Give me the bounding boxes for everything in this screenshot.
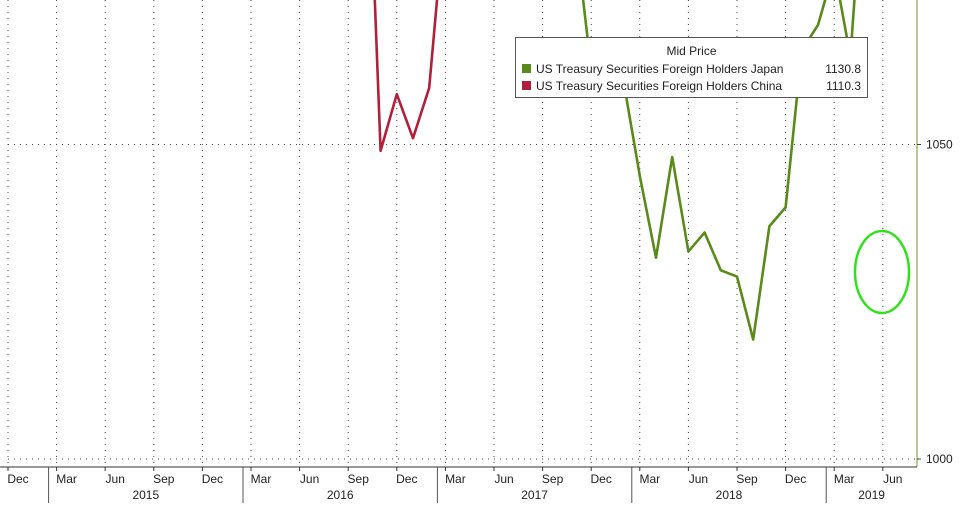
year-label: 2018 bbox=[716, 488, 743, 502]
x-tick-label: Sep bbox=[153, 472, 175, 486]
series-line-japan bbox=[581, 0, 856, 341]
legend-item-china: US Treasury Securities Foreign Holders C… bbox=[522, 78, 861, 93]
legend-item-japan: US Treasury Securities Foreign Holders J… bbox=[522, 61, 861, 76]
x-tick-label: Mar bbox=[639, 472, 660, 486]
x-tick-label: Jun bbox=[883, 472, 902, 486]
legend-title: Mid Price bbox=[666, 44, 717, 58]
year-label: 2016 bbox=[327, 488, 354, 502]
x-tick-label: Mar bbox=[251, 472, 272, 486]
x-tick-label: Mar bbox=[56, 472, 77, 486]
legend: Mid Price US Treasury Securities Foreign… bbox=[515, 37, 868, 98]
highlight-circle bbox=[853, 229, 911, 315]
year-label: 2017 bbox=[521, 488, 548, 502]
legend-swatch-japan bbox=[522, 64, 531, 73]
series-lines bbox=[373, 0, 856, 341]
y-axis: 100010501100115012001250 bbox=[916, 0, 953, 467]
x-tick-label: Dec bbox=[202, 472, 223, 486]
year-label: 2019 bbox=[858, 488, 885, 502]
x-tick-label: Jun bbox=[494, 472, 513, 486]
x-tick-label: Sep bbox=[542, 472, 564, 486]
x-tick-label: Jun bbox=[689, 472, 708, 486]
legend-swatch-china bbox=[522, 81, 531, 90]
x-axis: Dec Mar Jun Sep Dec Mar Jun Sep Dec Mar Jun Sep Dec M… bbox=[0, 466, 917, 503]
x-tick-label: Dec bbox=[7, 472, 28, 486]
x-tick-label: Sep bbox=[348, 472, 370, 486]
x-tick-label: Jun bbox=[106, 472, 125, 486]
x-tick-label: Sep bbox=[736, 472, 758, 486]
x-tick-label: Jun bbox=[300, 472, 319, 486]
x-tick-label: Mar bbox=[834, 472, 855, 486]
legend-label-japan: US Treasury Securities Foreign Holders J… bbox=[536, 61, 784, 76]
y-tick-label: 1000 bbox=[926, 452, 953, 466]
x-tick-label: Mar bbox=[445, 472, 466, 486]
legend-value-china: 1110.3 bbox=[826, 78, 861, 93]
x-tick-label: Dec bbox=[591, 472, 612, 486]
y-tick-label: 1050 bbox=[926, 138, 953, 152]
year-label: 2015 bbox=[132, 488, 159, 502]
legend-label-china: US Treasury Securities Foreign Holders C… bbox=[536, 78, 783, 93]
x-tick-label: Dec bbox=[396, 472, 417, 486]
legend-value-japan: 1130.8 bbox=[825, 61, 861, 76]
x-tick-label: Dec bbox=[785, 472, 806, 486]
